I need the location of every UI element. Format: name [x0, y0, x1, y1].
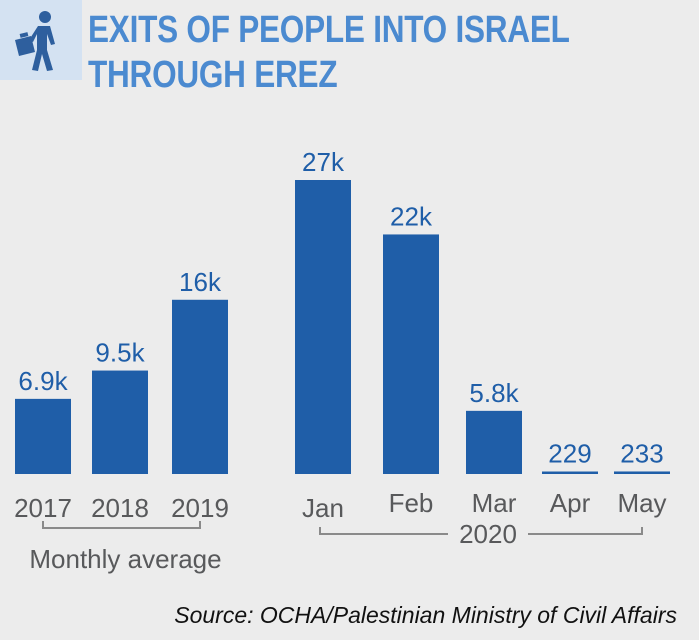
category-label: 2017 [14, 493, 72, 523]
bar [614, 471, 670, 474]
group-bracket [319, 527, 643, 535]
icon-box [0, 0, 82, 80]
category-label: Feb [389, 488, 434, 518]
group-label: 2020 [459, 519, 517, 549]
data-label: 16k [179, 267, 222, 297]
data-label: 229 [548, 439, 591, 469]
bar [542, 471, 598, 474]
bar [92, 370, 148, 474]
chart-title: EXITS OF PEOPLE INTO ISRAEL THROUGH EREZ [88, 8, 570, 98]
category-label: Jan [302, 493, 344, 523]
category-label: Mar [472, 488, 517, 518]
source-note: Source: OCHA/Palestinian Ministry of Civ… [174, 602, 677, 628]
person-walking-with-bag-icon [15, 11, 55, 71]
category-label: May [617, 488, 666, 518]
data-label: 5.8k [469, 378, 519, 408]
data-label: 27k [302, 147, 345, 177]
group-bracket [42, 521, 201, 529]
bar-chart: 6.9k 2017 9.5k 2018 16k 2019 27k Jan 22k Feb 5.8k M… [14, 147, 670, 574]
bar [383, 234, 439, 474]
data-label: 6.9k [18, 366, 68, 396]
category-label: 2019 [171, 493, 229, 523]
bar [466, 410, 522, 474]
chart-title-line-2: THROUGH EREZ [88, 54, 338, 96]
category-label: 2018 [91, 493, 149, 523]
category-label: Apr [550, 488, 591, 518]
bar [15, 398, 71, 474]
data-label: 9.5k [95, 338, 145, 368]
group-label: Monthly average [29, 544, 221, 574]
chart-title-line-1: EXITS OF PEOPLE INTO ISRAEL [88, 9, 570, 51]
data-label: 22k [390, 201, 433, 231]
bar [172, 299, 228, 474]
data-label: 233 [620, 438, 663, 468]
bar [295, 180, 351, 474]
